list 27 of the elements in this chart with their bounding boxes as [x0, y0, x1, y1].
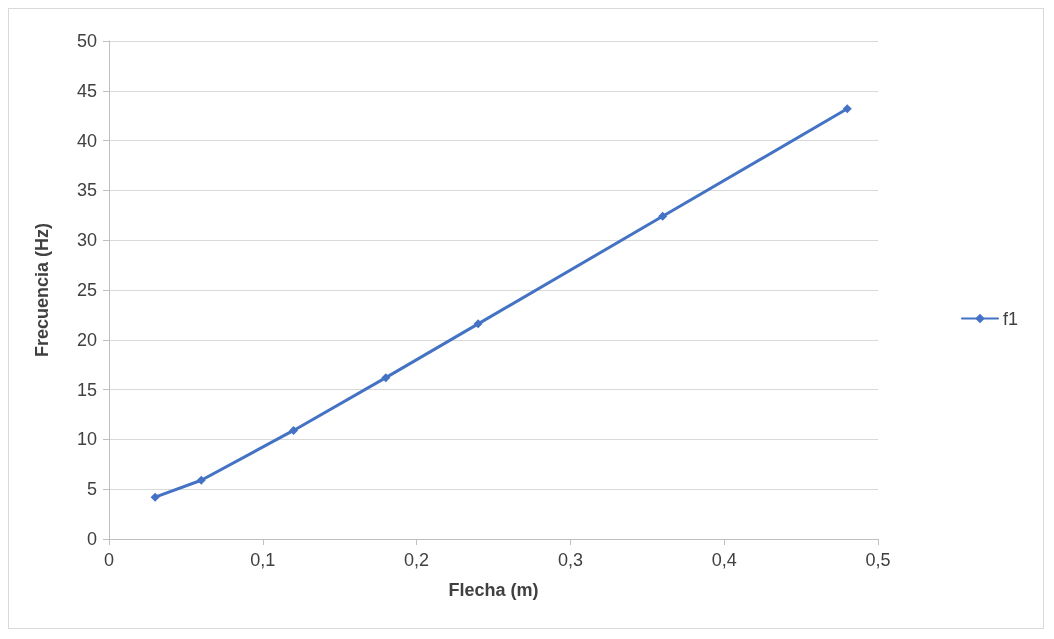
y-tick-label: 30 — [76, 230, 97, 251]
point — [196, 475, 206, 485]
point — [473, 319, 483, 329]
x-tick-label: 0,5 — [865, 550, 891, 570]
x-tick-label: 0,2 — [404, 550, 430, 570]
point — [289, 425, 299, 435]
point — [658, 211, 668, 221]
x-axis-title: Flecha (m) — [448, 580, 539, 600]
y-tick-label: 15 — [76, 379, 97, 400]
point — [150, 492, 160, 502]
x-tick-label: 0 — [103, 550, 115, 570]
y-axis-title: Frecuencia (Hz) — [32, 222, 52, 358]
y-tick-label: 35 — [76, 180, 97, 201]
y-tick-label: 25 — [76, 280, 97, 300]
y-tick-label: 50 — [76, 31, 97, 51]
y-tick-label: 45 — [76, 80, 97, 101]
x-tick-label: 0,1 — [250, 550, 276, 570]
y-tick-label: 20 — [76, 329, 97, 350]
y-tick-label: 0 — [86, 529, 97, 549]
y-tick-label: 40 — [76, 130, 97, 151]
y-tick-label: 10 — [76, 429, 97, 450]
y-tick-label: 5 — [86, 479, 97, 500]
x-tick-label: 0,3 — [557, 550, 583, 570]
point — [842, 104, 852, 114]
legend-label: f1 — [1002, 308, 1018, 329]
x-tick-label: 0,4 — [711, 550, 737, 570]
point — [381, 373, 391, 383]
